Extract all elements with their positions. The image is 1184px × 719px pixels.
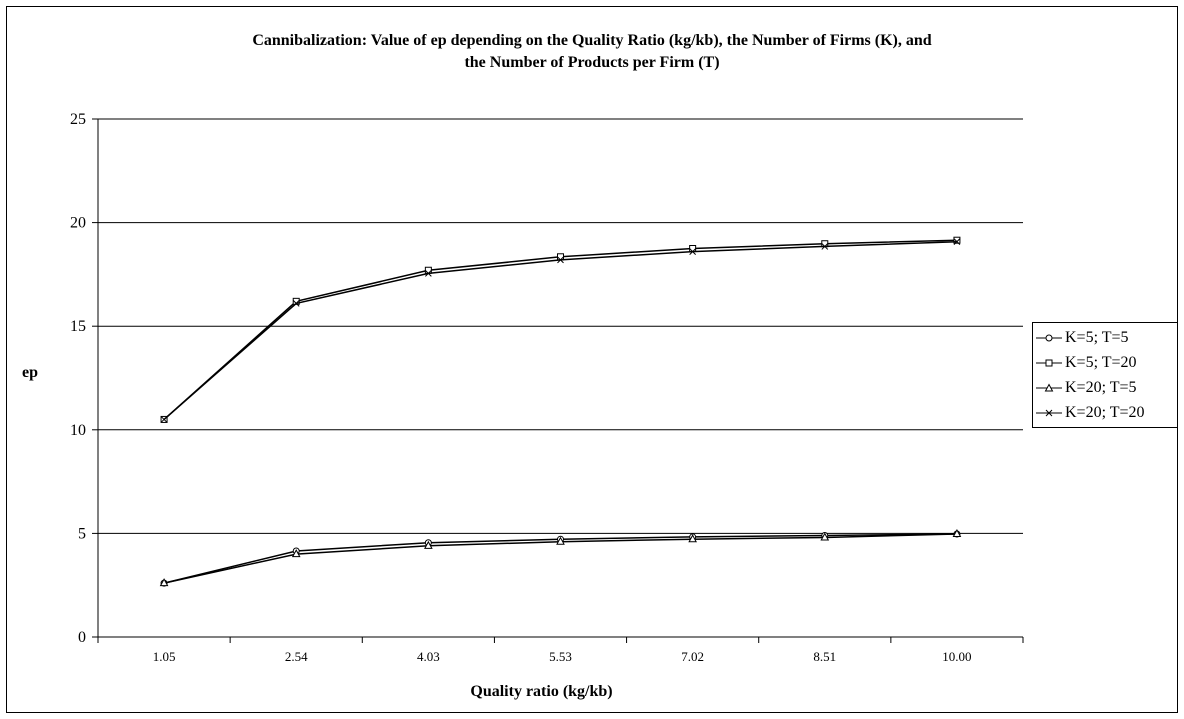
legend-triangle-marker-icon	[1036, 382, 1062, 391]
legend-label: K=5; T=20	[1065, 353, 1137, 371]
data-point-square	[953, 236, 961, 244]
data-point-x	[689, 248, 696, 255]
y-tick-label: 25	[70, 111, 86, 128]
data-point-triangle	[952, 528, 962, 538]
x-tick-label: 1.05	[153, 649, 176, 664]
data-point-square	[689, 245, 697, 252]
data-point-square	[424, 266, 432, 274]
data-point-x	[953, 238, 961, 246]
legend-circle-marker-icon	[1036, 334, 1062, 341]
data-point-x	[292, 300, 300, 307]
chart-title-line-2: the Number of Products per Firm (T)	[464, 54, 720, 71]
data-point-triangle	[688, 534, 697, 543]
x-tick-label: 5.53	[549, 649, 572, 664]
chart-title: Cannibalization: Value of ep depending o…	[0, 30, 1184, 74]
legend-label: K=20; T=5	[1065, 378, 1137, 396]
legend-item: K=20; T=5	[1033, 375, 1177, 400]
legend-square-marker-icon	[1036, 359, 1062, 366]
data-point-x	[821, 243, 829, 250]
y-tick-label: 10	[70, 422, 86, 439]
x-axis-label: Quality ratio (kg/kb)	[470, 683, 613, 700]
y-axis-label: ep	[22, 364, 38, 381]
chart-frame	[6, 6, 1178, 713]
data-point-triangle	[556, 536, 565, 545]
data-point-x	[425, 270, 432, 277]
x-tick-label: 2.54	[285, 649, 308, 664]
legend-item: K=5; T=20	[1033, 350, 1177, 375]
y-tick-label: 0	[78, 629, 86, 646]
data-point-x	[160, 416, 168, 423]
y-tick-label: 15	[70, 318, 86, 335]
data-point-triangle	[291, 549, 301, 558]
data-point-triangle	[424, 540, 433, 549]
data-point-triangle	[159, 578, 169, 587]
series-line	[163, 240, 957, 420]
x-tick-label: 7.02	[681, 649, 704, 664]
legend: K=5; T=5 K=5; T=20 K=20; T=5 K=20; T=20	[1032, 322, 1178, 428]
y-tick-label: 20	[70, 215, 86, 232]
x-tick-label: 4.03	[417, 649, 440, 664]
series-line	[163, 239, 957, 420]
legend-x-marker-icon	[1036, 409, 1062, 416]
data-point-triangle	[820, 532, 830, 541]
legend-label: K=5; T=5	[1065, 328, 1129, 346]
x-tick-label: 10.00	[942, 649, 971, 664]
legend-label: K=20; T=20	[1065, 403, 1145, 421]
y-tick-label: 5	[78, 525, 86, 542]
chart-title-line-1: Cannibalization: Value of ep depending o…	[252, 32, 932, 49]
data-point-x	[557, 256, 564, 264]
legend-item: K=20; T=20	[1033, 400, 1177, 425]
legend-item: K=5; T=5	[1033, 325, 1177, 350]
data-point-square	[557, 253, 564, 261]
x-tick-label: 8.51	[813, 649, 836, 664]
